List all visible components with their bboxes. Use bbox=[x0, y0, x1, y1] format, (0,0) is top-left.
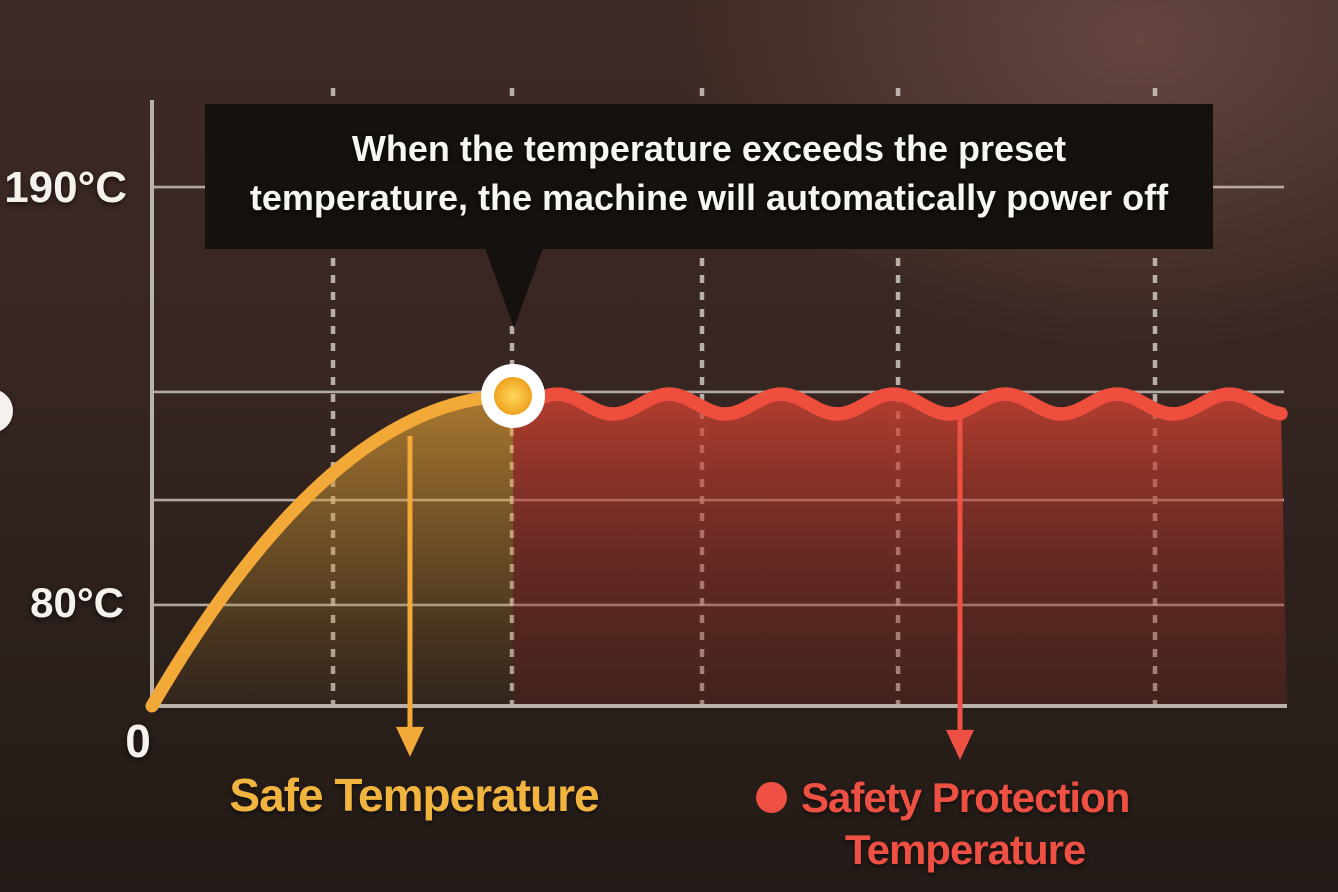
callout-text-line1: When the temperature exceeds the preset bbox=[351, 128, 1067, 169]
axes bbox=[148, 100, 1287, 708]
legend-dot-icon bbox=[756, 782, 787, 813]
protection-temperature-arrow bbox=[946, 412, 975, 760]
legend-protection-line1: Safety Protection bbox=[801, 774, 1130, 821]
callout-text-line2: temperature, the machine will automatica… bbox=[249, 177, 1169, 218]
safe-temperature-area bbox=[152, 396, 514, 706]
legend-safety-protection: Safety Protection Temperature bbox=[756, 772, 1130, 876]
axis-origin-label: 0 bbox=[125, 715, 151, 767]
callout-pointer-icon bbox=[485, 248, 543, 328]
carousel-arrow-partial[interactable] bbox=[0, 389, 13, 433]
legend-protection-line2: Temperature bbox=[845, 826, 1086, 873]
y-axis-tick-80: 80°C bbox=[30, 579, 124, 626]
preset-marker-dot bbox=[494, 376, 533, 415]
callout-banner: When the temperature exceeds the preset … bbox=[205, 104, 1213, 249]
legend-safe-temperature: Safe Temperature bbox=[229, 769, 599, 821]
y-axis-tick-190: 190°C bbox=[4, 163, 127, 212]
protection-temperature-wave bbox=[506, 387, 1288, 421]
safe-temperature-arrow bbox=[395, 436, 424, 757]
safe-temperature-curve bbox=[145, 389, 520, 713]
protection-temperature-area bbox=[513, 394, 1287, 706]
